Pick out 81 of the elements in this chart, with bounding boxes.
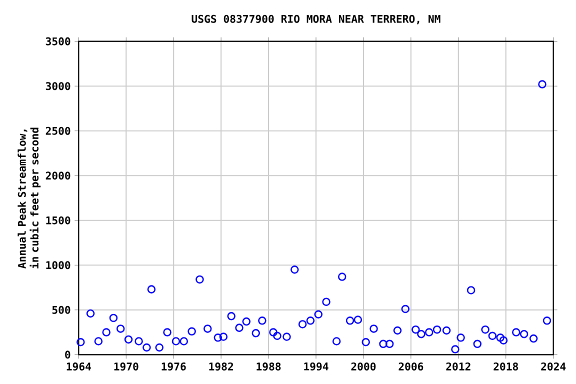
point: [354, 316, 362, 324]
x-tick-label: 2024: [541, 362, 566, 371]
x-tick-label: 1994: [304, 362, 328, 371]
point: [432, 325, 442, 334]
point: [86, 309, 95, 318]
point: [538, 80, 546, 88]
point: [163, 328, 172, 336]
x-tick-label: 2012: [446, 362, 470, 371]
x-tick-label: 1988: [256, 362, 281, 371]
point: [155, 343, 164, 352]
point: [134, 337, 143, 346]
point: [219, 332, 228, 341]
point: [442, 326, 451, 335]
point: [370, 324, 378, 333]
point: [188, 327, 196, 336]
x-tick-label: 1982: [209, 362, 233, 371]
point: [235, 324, 244, 332]
point: [214, 334, 222, 342]
point: [456, 334, 465, 342]
point: [306, 316, 315, 325]
point: [473, 340, 482, 348]
point: [496, 334, 504, 342]
point: [227, 312, 236, 320]
point: [488, 332, 497, 340]
point: [385, 340, 394, 348]
point: [338, 272, 346, 281]
point: [172, 337, 180, 346]
point: [512, 328, 520, 336]
y-tick-label: 2500: [46, 126, 70, 135]
point: [102, 328, 110, 336]
point: [180, 337, 188, 346]
point: [94, 337, 103, 346]
point: [109, 314, 118, 322]
point: [393, 326, 402, 335]
point: [362, 338, 370, 346]
point: [346, 316, 354, 325]
point: [417, 330, 426, 338]
point: [520, 330, 528, 338]
point: [379, 340, 388, 348]
y-tick-label: 3000: [46, 82, 70, 90]
chart-title: USGS 08377900 RIO MORA NEAR TERRERO, NM: [192, 14, 440, 24]
point: [481, 325, 490, 334]
y-tick-label: 500: [52, 306, 70, 314]
x-tick-label: 2000: [351, 362, 376, 371]
x-tick-label: 1970: [114, 362, 138, 371]
point: [401, 304, 410, 314]
point: [529, 334, 538, 343]
y-tick-label: 1500: [46, 216, 70, 224]
point: [273, 332, 282, 340]
point: [322, 298, 330, 306]
point: [142, 343, 151, 352]
x-tick-label: 1976: [162, 362, 186, 371]
point: [412, 325, 420, 334]
point: [298, 320, 307, 328]
point: [282, 332, 291, 341]
y-tick-label: 2000: [46, 172, 70, 180]
y-axis-title: Annual Peak Streamflow, in cubic feet per second: [18, 128, 41, 269]
x-tick-label: 2018: [494, 362, 518, 371]
point: [499, 336, 508, 344]
point: [290, 265, 299, 274]
point: [424, 328, 434, 336]
point: [542, 316, 552, 325]
point: [124, 335, 133, 344]
point: [451, 345, 460, 354]
point: [314, 310, 323, 319]
point: [242, 317, 251, 326]
x-tick-label: 1964: [66, 362, 91, 371]
point: [203, 324, 212, 333]
point: [258, 316, 266, 325]
point: [147, 285, 156, 294]
point: [332, 337, 341, 346]
point: [196, 275, 204, 284]
y-tick-label: 0: [65, 350, 70, 359]
point: [116, 324, 125, 333]
x-tick-label: 2006: [398, 362, 424, 371]
point: [76, 338, 85, 346]
y-tick-label: 3500: [46, 37, 70, 46]
y-tick-label: 1000: [46, 261, 70, 270]
point: [269, 328, 278, 336]
point: [466, 286, 476, 294]
point: [252, 329, 260, 338]
